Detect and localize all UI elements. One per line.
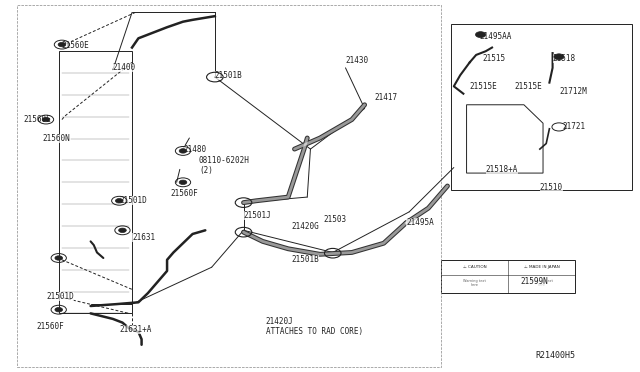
Circle shape [476, 32, 486, 38]
Text: 21420J
ATTACHES TO RAD CORE): 21420J ATTACHES TO RAD CORE) [266, 317, 363, 336]
Text: 21503: 21503 [323, 215, 346, 224]
Circle shape [118, 228, 126, 232]
Text: Warning text
here: Warning text here [463, 279, 486, 288]
Text: 21560N: 21560N [43, 134, 70, 142]
Text: 21518: 21518 [552, 54, 576, 63]
Circle shape [42, 117, 50, 122]
Text: 21631: 21631 [132, 233, 155, 242]
Text: R21400H5: R21400H5 [536, 351, 576, 360]
Text: 21712M: 21712M [559, 87, 587, 96]
Text: 21501J: 21501J [244, 211, 271, 220]
Text: 21721: 21721 [562, 122, 585, 131]
Text: 21501D: 21501D [119, 196, 147, 205]
Text: 21495AA: 21495AA [479, 32, 512, 41]
Text: 21560E: 21560E [62, 41, 90, 50]
Text: 21417: 21417 [374, 93, 397, 102]
Text: Warning text
here: Warning text here [530, 279, 553, 288]
Text: 21510: 21510 [540, 183, 563, 192]
Text: 21560E: 21560E [24, 115, 51, 124]
Text: 21495A: 21495A [406, 218, 434, 227]
Text: 21501D: 21501D [46, 292, 74, 301]
Text: 21560F: 21560F [170, 189, 198, 198]
Circle shape [55, 256, 63, 260]
Text: 21501B: 21501B [291, 255, 319, 264]
Text: 21631+A: 21631+A [119, 326, 152, 334]
Text: 21400: 21400 [113, 63, 136, 72]
Text: 21430: 21430 [346, 56, 369, 65]
Text: 21420G: 21420G [291, 222, 319, 231]
Circle shape [115, 199, 123, 203]
Text: 21480: 21480 [183, 145, 206, 154]
Circle shape [179, 149, 187, 153]
Circle shape [58, 42, 66, 47]
Text: 21515E: 21515E [470, 82, 497, 91]
Text: ⚠ MADE IN JAPAN: ⚠ MADE IN JAPAN [524, 265, 559, 269]
Circle shape [179, 180, 187, 185]
Text: 21560F: 21560F [36, 322, 64, 331]
Text: ⚠ CAUTION: ⚠ CAUTION [463, 265, 486, 269]
Text: 21518+A: 21518+A [486, 165, 518, 174]
Text: 21515: 21515 [483, 54, 506, 63]
Text: 21501B: 21501B [215, 71, 243, 80]
Text: 08110-6202H
(2): 08110-6202H (2) [199, 156, 250, 175]
Circle shape [554, 54, 564, 60]
Text: 21599N: 21599N [521, 278, 548, 286]
Circle shape [55, 308, 63, 312]
Text: 21515E: 21515E [515, 82, 542, 91]
